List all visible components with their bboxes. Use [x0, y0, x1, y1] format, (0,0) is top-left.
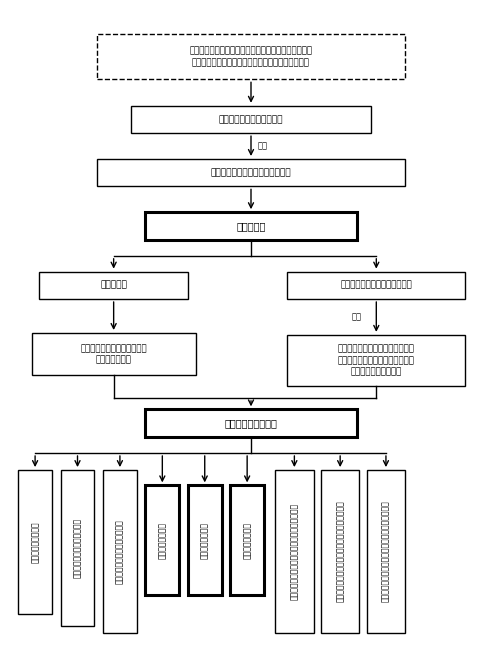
Text: 读取: 读取: [351, 312, 361, 321]
Text: 写入: 写入: [258, 141, 268, 151]
Bar: [145, 409, 356, 437]
Bar: [230, 485, 264, 595]
Text: 上位机进行数据处理: 上位机进行数据处理: [224, 418, 277, 428]
Bar: [187, 485, 221, 595]
Text: 按生产时间统计的细纱质量报表: 按生产时间统计的细纱质量报表: [115, 519, 124, 584]
Bar: [287, 334, 464, 386]
Bar: [145, 212, 356, 240]
Text: 自动络筒机上的射频识别读写器: 自动络筒机上的射频识别读写器: [340, 281, 411, 290]
Bar: [97, 159, 404, 186]
Text: 电子清纱器: 电子清纱器: [100, 281, 127, 290]
Text: 电子清纱器: 电子清纱器: [236, 221, 265, 231]
Bar: [275, 470, 313, 632]
Bar: [39, 271, 188, 299]
Bar: [32, 333, 195, 376]
Text: 管台号、位置、搭接参数、细纱品
种、生产日期、温湿度、牵伸倍数
分配、加压参数等信息: 管台号、位置、搭接参数、细纱品 种、生产日期、温湿度、牵伸倍数 分配、加压参数等…: [337, 345, 414, 376]
Text: 细纱机上的射频识别读写器: 细纱机上的射频识别读写器: [218, 115, 283, 124]
Text: 细纱机上细纱管的射频识别标签中: 细纱机上细纱管的射频识别标签中: [210, 168, 291, 177]
Bar: [61, 470, 94, 627]
Bar: [103, 470, 136, 632]
Text: 质量优劣机台清单: 质量优劣机台清单: [242, 522, 251, 559]
Bar: [366, 470, 404, 632]
Bar: [18, 470, 52, 614]
Text: 全厂某品种细纱质量统计报表: 全厂某品种细纱质量统计报表: [73, 518, 82, 578]
Text: 质量落后锭子清单: 质量落后锭子清单: [157, 522, 166, 559]
Bar: [97, 35, 404, 80]
Bar: [130, 106, 371, 133]
Text: 细纱管所对应的机台号、锭号、细纱参数、细纱品种、
生产日期、温湿度、牵伸倍数分配、加压参数等信息: 细纱管所对应的机台号、锭号、细纱参数、细纱品种、 生产日期、温湿度、牵伸倍数分配…: [189, 47, 312, 67]
Text: 质量落后机台清单: 质量落后机台清单: [200, 522, 209, 559]
Text: 特定品种的成纱综合质量与温湿度变化实验报告: 特定品种的成纱综合质量与温湿度变化实验报告: [289, 503, 298, 600]
Text: 特定品种的成纱综合质量与牵伸倍数变化实验报告: 特定品种的成纱综合质量与牵伸倍数变化实验报告: [335, 501, 344, 602]
Bar: [287, 271, 464, 299]
Bar: [320, 470, 359, 632]
Text: 按照细纱疵点、粗节、细节、
毛羽等质量指标: 按照细纱疵点、粗节、细节、 毛羽等质量指标: [80, 344, 147, 364]
Bar: [145, 485, 179, 595]
Text: 每台细纱机成纱质量: 每台细纱机成纱质量: [31, 521, 40, 563]
Text: 特定品种的成纱综合质量与加压参数变化实验报告: 特定品种的成纱综合质量与加压参数变化实验报告: [381, 501, 390, 602]
